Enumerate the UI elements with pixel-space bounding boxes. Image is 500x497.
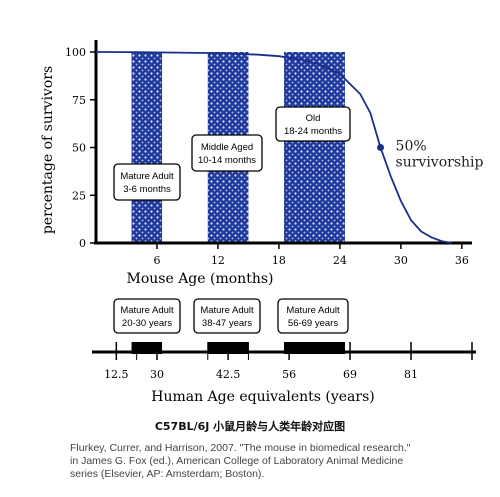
band-label-line1: Middle Aged — [201, 142, 253, 153]
x-tick-label: 6 — [153, 254, 160, 267]
y-tick-label: 25 — [72, 189, 86, 202]
human-band-label-box-2 — [193, 298, 261, 334]
survivorship-point — [377, 144, 385, 151]
y-tick-label: 100 — [65, 46, 86, 59]
x-tick-label: 30 — [394, 254, 408, 267]
human-tick-label: 69 — [343, 368, 357, 381]
human-tick-label: 12.5 — [104, 368, 129, 381]
y-axis-label: percentage of survivors — [40, 66, 56, 234]
survivorship-label-line1: 50% — [396, 139, 427, 155]
band-label-line1: Old — [306, 113, 321, 124]
survival-chart: 0 25 50 75 100 6 12 18 24 30 36 Mouse Age (months) p… — [40, 40, 484, 287]
human-age-axis-chart: 12.5 30 42.5 56 69 81 Human Age equivalents (y… — [92, 298, 476, 405]
human-tick-label: 81 — [404, 368, 418, 381]
survival-curve — [95, 51, 452, 244]
human-tick-label: 30 — [150, 368, 164, 381]
x-axis-label: Mouse Age (months) — [127, 271, 274, 287]
band-label-box-1 — [113, 163, 181, 201]
x-tick-label: 12 — [211, 254, 225, 267]
human-band-label-line2: 38-47 years — [202, 318, 252, 329]
y-tick-label: 75 — [72, 94, 86, 107]
human-band-label-box-3 — [277, 298, 349, 334]
citation: Flurkey, Currer, and Harrison, 2007. "Th… — [70, 442, 470, 481]
citation-line: series (Elsevier, AP: Amsterdam; Boston)… — [70, 468, 265, 480]
band-label-line2: 10-14 months — [198, 155, 256, 166]
band-label-line1: Mature Adult — [120, 171, 174, 182]
shaded-band-3 — [284, 52, 345, 243]
y-tick-label: 50 — [72, 142, 86, 155]
human-band-label-line1: Mature Adult — [286, 305, 340, 316]
caption-title: C57BL/6J 小鼠月龄与人类年龄对应图 — [154, 420, 346, 433]
x-tick-label: 24 — [333, 254, 347, 267]
y-tick-label: 0 — [79, 237, 86, 250]
human-band-3 — [284, 342, 345, 354]
human-band-label-line1: Mature Adult — [200, 305, 254, 316]
x-tick-label: 36 — [455, 254, 469, 267]
band-label-line2: 18-24 months — [284, 126, 342, 137]
human-band-label-line2: 56-69 years — [288, 318, 338, 329]
human-axis-label: Human Age equivalents (years) — [151, 389, 375, 405]
human-band-label-box-1 — [113, 298, 181, 334]
x-tick-label: 18 — [272, 254, 286, 267]
shaded-band-1 — [131, 52, 163, 243]
band-label-box-2 — [191, 134, 263, 172]
human-band-label-line2: 20-30 years — [122, 318, 172, 329]
citation-line: Flurkey, Currer, and Harrison, 2007. "Th… — [70, 442, 411, 454]
band-label-box-3 — [275, 106, 351, 142]
human-tick-label: 56 — [282, 368, 296, 381]
human-band-label-line1: Mature Adult — [120, 305, 174, 316]
citation-line: in James G. Fox (ed.), American College … — [70, 455, 404, 467]
survivorship-label-line2: survivorship — [396, 155, 484, 171]
band-label-line2: 3-6 months — [123, 184, 171, 195]
human-band-1 — [131, 342, 163, 354]
human-tick-label: 42.5 — [216, 368, 241, 381]
